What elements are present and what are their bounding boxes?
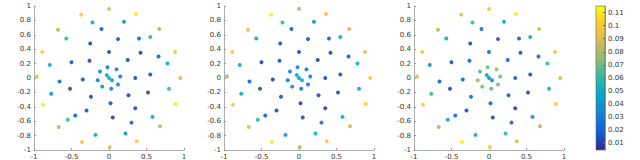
svg-text:0.05: 0.05 [608,87,624,95]
svg-text:-1: -1 [31,153,38,160]
svg-text:0.2: 0.2 [210,60,221,68]
svg-text:0.2: 0.2 [20,60,31,68]
svg-text:0.5: 0.5 [521,153,532,160]
svg-text:0.07: 0.07 [608,61,624,69]
svg-text:-0.6: -0.6 [397,117,411,125]
svg-text:-0.4: -0.4 [207,103,221,111]
svg-text:0.08: 0.08 [608,48,624,56]
svg-text:0.4: 0.4 [210,45,222,53]
svg-text:0: 0 [407,74,411,82]
svg-text:0.04: 0.04 [608,100,624,108]
svg-text:-0.8: -0.8 [17,132,31,140]
svg-text:-0.2: -0.2 [207,88,221,96]
svg-text:0.8: 0.8 [400,16,411,24]
svg-text:1: 1 [407,2,411,10]
svg-text:-0.8: -0.8 [207,132,221,140]
svg-text:-0.2: -0.2 [397,88,411,96]
svg-text:0.4: 0.4 [400,45,412,53]
svg-text:0.5: 0.5 [141,153,152,160]
svg-text:-0.6: -0.6 [207,117,221,125]
svg-text:0.2: 0.2 [400,60,411,68]
svg-text:1: 1 [182,153,186,160]
svg-text:0.6: 0.6 [400,31,412,39]
svg-text:-0.5: -0.5 [255,153,269,160]
svg-text:1: 1 [562,153,566,160]
svg-text:0: 0 [27,74,31,82]
svg-text:0.02: 0.02 [608,126,624,134]
svg-text:-1: -1 [411,153,418,160]
svg-text:0: 0 [107,153,111,160]
svg-text:0: 0 [487,153,491,160]
svg-text:1: 1 [217,2,221,10]
svg-text:0.5: 0.5 [331,153,342,160]
svg-text:-0.6: -0.6 [17,117,31,125]
svg-text:-0.4: -0.4 [17,103,31,111]
svg-text:0.03: 0.03 [608,113,624,121]
svg-text:0.4: 0.4 [20,45,32,53]
svg-text:0: 0 [297,153,301,160]
svg-text:0.6: 0.6 [210,31,222,39]
svg-text:0.8: 0.8 [210,16,221,24]
svg-text:0.6: 0.6 [20,31,32,39]
svg-text:-0.5: -0.5 [445,153,459,160]
svg-text:1: 1 [27,2,31,10]
svg-text:0.11: 0.11 [608,9,624,17]
svg-text:-0.8: -0.8 [397,132,411,140]
svg-text:0.01: 0.01 [608,139,624,147]
svg-text:-0.2: -0.2 [17,88,31,96]
svg-text:-0.4: -0.4 [397,103,411,111]
svg-text:1: 1 [372,153,376,160]
svg-text:0.1: 0.1 [608,22,619,30]
svg-text:0.06: 0.06 [608,74,624,82]
svg-text:-1: -1 [221,153,228,160]
svg-text:-0.5: -0.5 [65,153,79,160]
svg-text:0.09: 0.09 [608,35,624,43]
svg-text:0: 0 [217,74,221,82]
svg-text:0.8: 0.8 [20,16,31,24]
